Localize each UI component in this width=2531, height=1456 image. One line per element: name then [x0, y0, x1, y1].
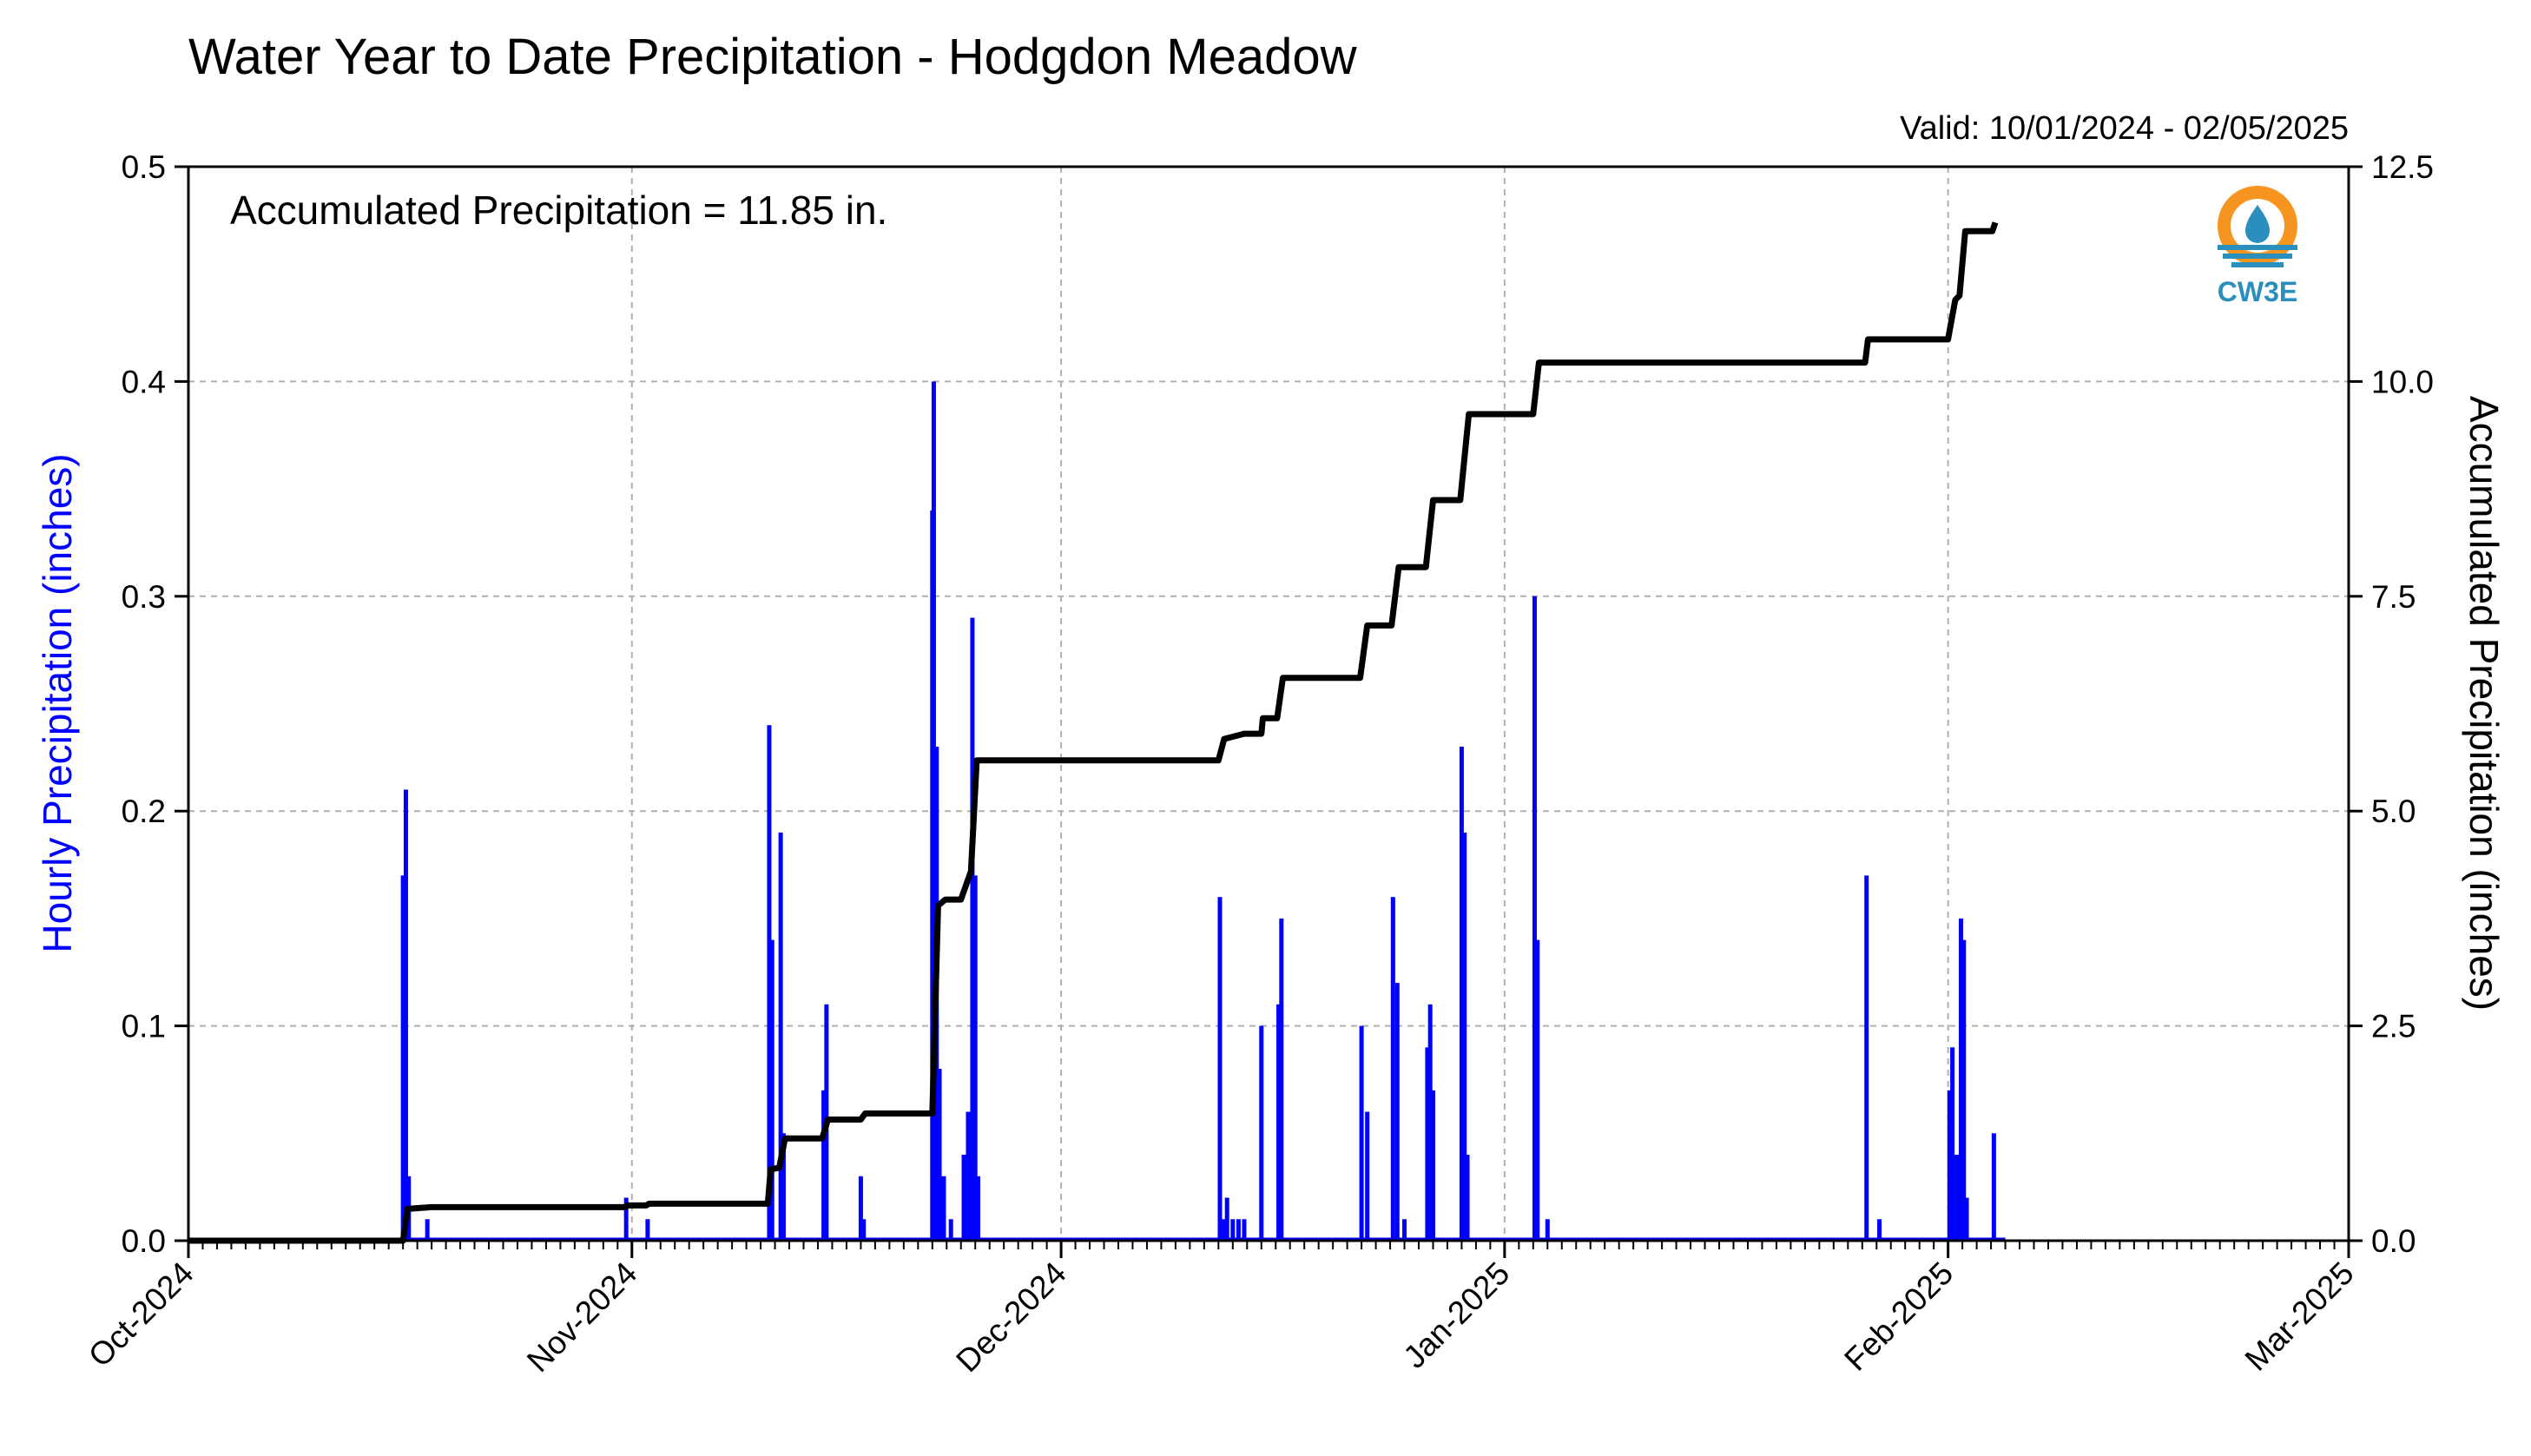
hourly-bar: [1236, 1219, 1241, 1241]
hourly-bar: [1425, 1047, 1430, 1241]
logo-text: CW3E: [2218, 276, 2297, 307]
x-tick-label: Nov-2024: [520, 1255, 643, 1379]
y-right-tick-label: 7.5: [2371, 579, 2416, 615]
hourly-bar: [781, 1133, 786, 1241]
hourly-bar: [937, 1069, 942, 1241]
hourly-bar: [1259, 1025, 1264, 1241]
chart-title: Water Year to Date Precipitation - Hodgd…: [188, 29, 1358, 85]
hourly-bar: [931, 381, 936, 1241]
hourly-bar: [948, 1219, 953, 1241]
hourly-bar: [972, 875, 978, 1241]
hourly-bar: [861, 1219, 867, 1241]
hourly-bar: [1365, 1111, 1370, 1241]
hourly-bar: [976, 1176, 981, 1241]
y-right-tick-label: 12.5: [2371, 149, 2434, 185]
hourly-bar: [1532, 596, 1537, 1241]
hourly-bar: [1545, 1219, 1550, 1241]
x-tick-label: Jan-2025: [1396, 1255, 1516, 1375]
hourly-bar: [1961, 939, 1967, 1241]
hourly-bars: [188, 381, 2006, 1241]
hourly-bar: [1958, 918, 1963, 1241]
accumulated-annotation: Accumulated Precipitation = 11.85 in.: [230, 188, 887, 233]
y-left-tick-label: 0.1: [122, 1009, 166, 1044]
hourly-bar: [966, 1111, 971, 1241]
hourly-bar: [645, 1219, 650, 1241]
chart-subtitle: Valid: 10/01/2024 - 02/05/2025: [1900, 110, 2349, 147]
cw3e-logo: CW3E: [2218, 186, 2297, 307]
hourly-bar: [1217, 897, 1223, 1241]
logo-wave-2: [2223, 254, 2292, 259]
hourly-bar: [1877, 1219, 1882, 1241]
hourly-bar: [1964, 1197, 1969, 1241]
hourly-bar: [403, 789, 408, 1241]
hourly-bar: [858, 1176, 863, 1241]
x-tick-label: Dec-2024: [949, 1255, 1072, 1379]
y-right-tick-label: 10.0: [2371, 364, 2434, 399]
y-left-tick-label: 0.3: [122, 579, 166, 615]
y-axis-right: 0.0 2.5 5.0 7.5 10.0 12.5: [2349, 149, 2434, 1259]
logo-wave-3: [2231, 262, 2284, 267]
hourly-bar: [1427, 1004, 1433, 1241]
hourly-bar: [941, 1176, 946, 1241]
y-left-tick-label: 0.4: [122, 364, 166, 399]
hourly-bar: [1242, 1219, 1247, 1241]
hourly-bar: [1991, 1133, 1996, 1241]
hourly-bar: [400, 875, 405, 1241]
hourly-bar: [1535, 939, 1540, 1241]
hourly-bar: [1459, 746, 1464, 1241]
y-right-tick-label: 2.5: [2371, 1009, 2416, 1044]
hourly-bar: [1394, 983, 1400, 1241]
hourly-bar: [1950, 1047, 1955, 1241]
hourly-bar: [767, 725, 772, 1241]
hourly-bar: [1864, 875, 1869, 1241]
y-left-tick-label: 0.5: [122, 149, 166, 185]
hourly-bar: [1430, 1090, 1435, 1241]
hourly-bar: [1276, 1004, 1282, 1241]
x-tick-label: Feb-2025: [1837, 1255, 1960, 1378]
hourly-bar: [1402, 1219, 1407, 1241]
hourly-bar: [821, 1090, 827, 1241]
y-right-tick-label: 5.0: [2371, 794, 2416, 829]
y-left-tick-label: 0.2: [122, 794, 166, 829]
accumulated-line: [188, 221, 1999, 1244]
x-axis: Oct-2024 Nov-2024 Dec-2024 Jan-2025 Feb-2025…: [82, 1241, 2361, 1379]
hourly-bar: [623, 1197, 629, 1241]
x-tick-label: Mar-2025: [2238, 1255, 2361, 1378]
x-tick-label: Oct-2024: [82, 1255, 201, 1374]
hourly-bar: [1224, 1197, 1229, 1241]
hourly-bar: [778, 832, 783, 1241]
y-left-tick-label: 0.0: [122, 1223, 166, 1259]
y-axis-right-label: Accumulated Precipitation (inches): [2462, 396, 2507, 1011]
logo-drop-icon: [2245, 205, 2270, 243]
hourly-bar: [970, 617, 975, 1241]
plot-frame: [187, 165, 2350, 1242]
hourly-bar: [1954, 1155, 1960, 1241]
y-axis-left-label: Hourly Precipitation (inches): [35, 453, 80, 952]
logo-wave-1: [2218, 245, 2297, 250]
y-right-tick-label: 0.0: [2371, 1223, 2416, 1259]
hourly-bar: [1230, 1219, 1236, 1241]
grid: [188, 167, 2349, 1241]
hourly-bar: [769, 939, 774, 1241]
hourly-bar: [1279, 918, 1284, 1241]
hourly-bar: [961, 1155, 966, 1241]
hourly-bar: [1462, 832, 1467, 1241]
hourly-bar: [1947, 1090, 1952, 1241]
y-axis-left: 0.0 0.1 0.2 0.3 0.4 0.5: [122, 149, 188, 1259]
hourly-bar: [1465, 1155, 1470, 1241]
hourly-bar: [1222, 1219, 1227, 1241]
hourly-bar: [425, 1219, 430, 1241]
hourly-bar: [1359, 1025, 1364, 1241]
hourly-bar: [1390, 897, 1395, 1241]
accumulated-line-group: [188, 221, 1999, 1244]
